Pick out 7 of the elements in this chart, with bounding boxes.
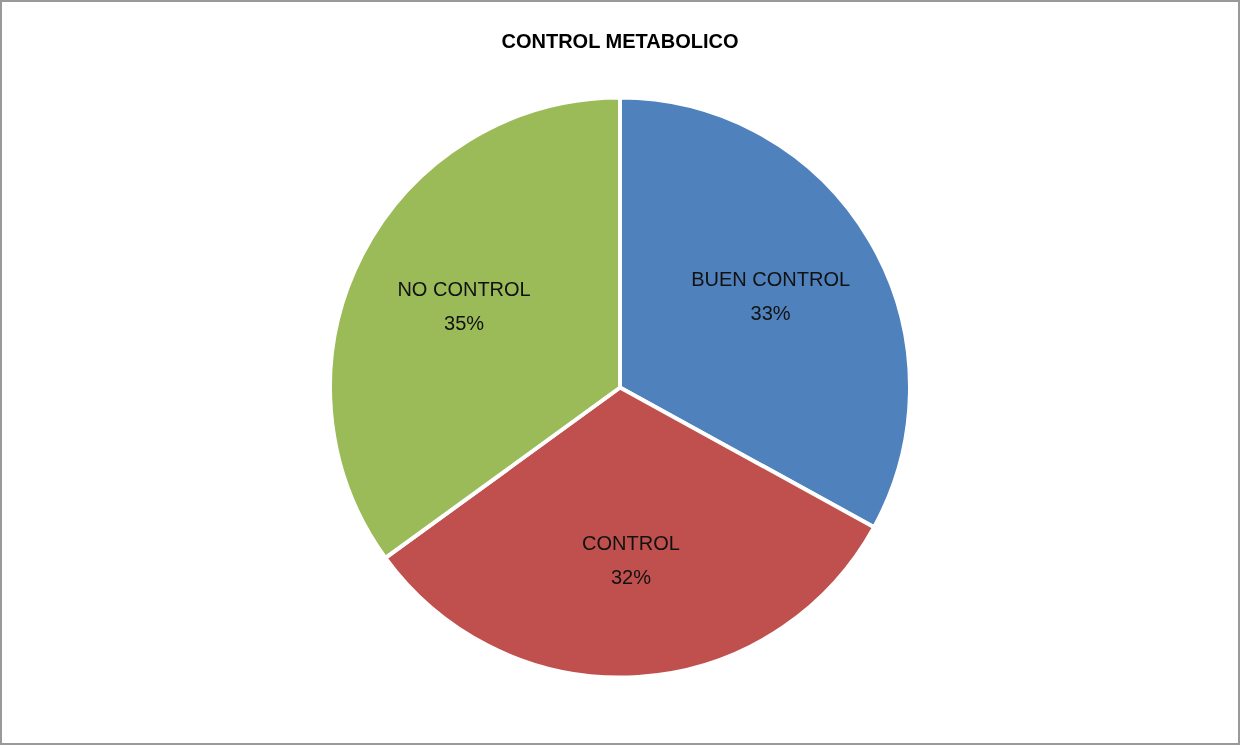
slice-label: CONTROL	[582, 532, 680, 555]
data-label: 32%	[610, 566, 652, 589]
chart-title: CONTROL METABOLICO	[501, 30, 739, 52]
data-label: 35%	[444, 312, 485, 335]
data-label: 33%	[750, 302, 791, 325]
slice-label: NO CONTROL	[397, 278, 531, 301]
slice-label: BUEN CONTROL	[691, 268, 851, 291]
